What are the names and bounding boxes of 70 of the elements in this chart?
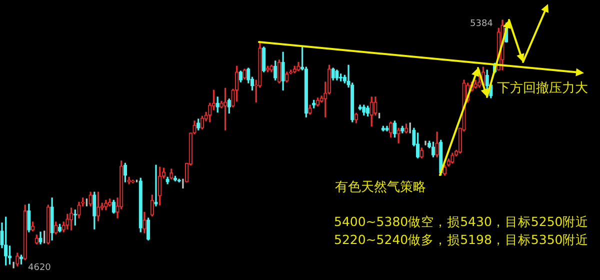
candlestick	[354, 112, 358, 124]
candlestick	[435, 132, 439, 158]
candlestick	[142, 212, 146, 234]
candlestick	[46, 204, 50, 244]
candlestick	[158, 166, 162, 206]
candlestick	[420, 148, 424, 158]
candlestick	[296, 62, 300, 72]
candlestick	[166, 176, 170, 184]
candlestick	[262, 46, 266, 72]
candlestick	[450, 152, 454, 164]
candlestick	[146, 218, 150, 240]
candlestick	[370, 96, 374, 126]
candlestick	[34, 234, 38, 244]
candlestick	[19, 254, 24, 264]
candlestick	[4, 216, 8, 266]
candlestick	[227, 98, 231, 114]
annotation: 5220~5240做多，损5198，目标5350附近	[334, 232, 589, 247]
candlestick	[54, 222, 58, 234]
candlestick	[200, 116, 204, 130]
candlestick	[136, 180, 138, 182]
candlestick	[431, 142, 436, 158]
candlestick	[270, 64, 274, 72]
candlestick	[331, 68, 335, 80]
candlestick	[131, 180, 135, 184]
candlestick	[277, 60, 282, 84]
candlestick	[16, 252, 20, 266]
candlestick	[27, 204, 31, 232]
candlestick	[316, 98, 320, 106]
candlestick	[77, 202, 81, 218]
candlestick	[281, 52, 285, 90]
candlestick	[238, 70, 243, 82]
candlestick	[88, 192, 92, 206]
candlestick	[392, 120, 397, 138]
candlestick	[86, 198, 88, 206]
annotation: 5384	[470, 18, 493, 28]
annotation: 5400~5380做空，损5430，目标5250附近	[334, 214, 589, 229]
candlestick	[23, 204, 27, 260]
candlestick	[266, 66, 270, 72]
candlestick	[358, 104, 362, 110]
candlestick	[312, 100, 316, 108]
annotation: 有色天然气策略	[335, 180, 426, 194]
candlestick	[385, 126, 389, 132]
candlestick	[442, 164, 447, 176]
candlestick	[242, 68, 246, 80]
candlestick	[92, 192, 96, 230]
candlestick	[396, 128, 400, 144]
candlestick	[389, 122, 393, 138]
candlestick	[285, 72, 289, 82]
candlestick	[170, 168, 174, 180]
candlestick	[150, 194, 154, 216]
candlestick	[104, 200, 108, 210]
candlestick	[374, 96, 378, 116]
candlestick	[173, 176, 178, 182]
candlestick	[308, 104, 312, 114]
candlestick	[127, 176, 131, 184]
candlestick	[335, 70, 339, 80]
candlestick	[362, 104, 366, 116]
candlestick	[177, 178, 181, 182]
candlestick	[381, 126, 385, 132]
candlestick	[38, 232, 42, 244]
annotation: 下方回撤压力大	[497, 80, 588, 96]
candlestick	[366, 106, 370, 116]
candlestick	[96, 192, 100, 222]
candlestick	[69, 208, 74, 230]
candlestick	[50, 198, 54, 240]
annotation: 4620	[28, 262, 51, 272]
candlestick	[138, 178, 142, 232]
candlestick	[196, 118, 200, 130]
candlestick	[292, 66, 296, 74]
candlestick	[154, 164, 158, 206]
